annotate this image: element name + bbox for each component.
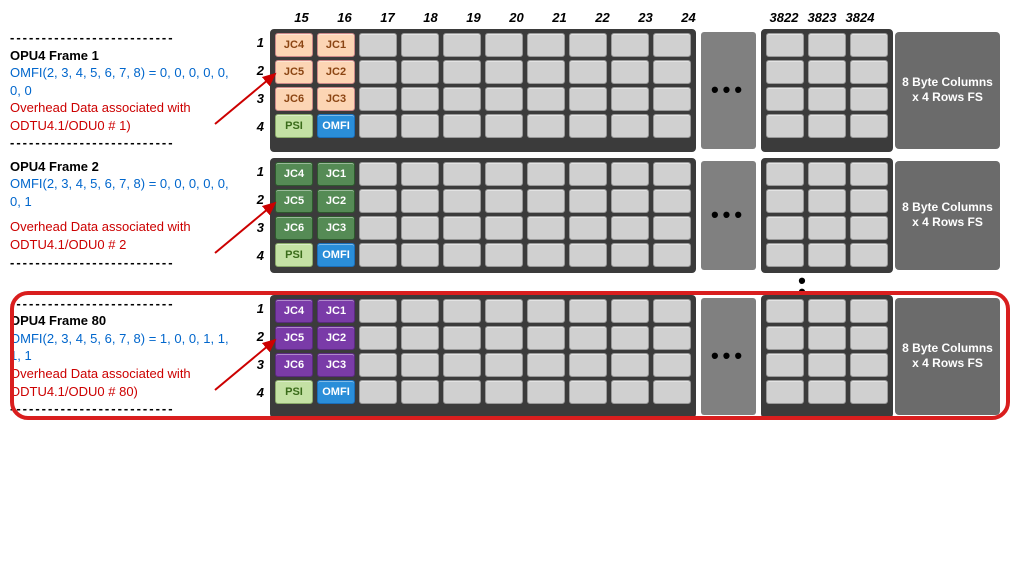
col-15: 15: [280, 10, 323, 25]
frame-2-labels: OPU4 Frame 2 OMFI(2, 3, 4, 5, 6, 7, 8) =…: [10, 158, 245, 273]
col-18: 18: [409, 10, 452, 25]
grid: JC4 JC1 JC5 JC2 JC6 JC3 PSI OMFI: [270, 295, 1002, 418]
frame-table: JC4 JC1 JC5 JC2 JC6 JC3 PSI OMFI: [270, 29, 696, 152]
jc-cell: JC5: [275, 326, 313, 350]
vertical-ellipsis: ••: [590, 275, 1014, 297]
frame-title: OPU4 Frame 2: [10, 158, 240, 176]
frame-2: OPU4 Frame 2 OMFI(2, 3, 4, 5, 6, 7, 8) =…: [10, 158, 1014, 273]
fs-block: 8 Byte Columns x 4 Rows FS: [895, 32, 1000, 149]
frame-table-right: [761, 29, 893, 152]
omfi-cell: OMFI: [317, 114, 355, 138]
jc-cell: JC4: [275, 162, 313, 186]
frame-1-labels: -------------------------- OPU4 Frame 1 …: [10, 29, 245, 152]
jc-cell: JC5: [275, 60, 313, 84]
jc-cell: JC3: [317, 87, 355, 111]
jc-cell: JC1: [317, 299, 355, 323]
frame-title: OPU4 Frame 80: [10, 312, 240, 330]
col-gap: [710, 10, 765, 25]
jc-cell: JC6: [275, 216, 313, 240]
jc-cell: JC6: [275, 353, 313, 377]
col-16: 16: [323, 10, 366, 25]
frame-table: JC4 JC1 JC5 JC2 JC6 JC3 PSI OMFI: [270, 295, 696, 418]
grid: JC4 JC1 JC5 JC2 JC6 JC3 PSI OMFI: [270, 158, 1002, 273]
psi-cell: PSI: [275, 114, 313, 138]
col-23: 23: [624, 10, 667, 25]
overhead-note: Overhead Data associated with ODTU4.1/OD…: [10, 218, 240, 253]
omfi-text: OMFI(2, 3, 4, 5, 6, 7, 8) = 0, 0, 0, 0, …: [10, 175, 240, 210]
col-3824: 3824: [841, 10, 879, 25]
col-3823: 3823: [803, 10, 841, 25]
jc-cell: JC2: [317, 326, 355, 350]
row-numbers: 1 2 3 4: [245, 295, 270, 418]
jc-cell: JC3: [317, 216, 355, 240]
col-24: 24: [667, 10, 710, 25]
col-21: 21: [538, 10, 581, 25]
col-22: 22: [581, 10, 624, 25]
psi-cell: PSI: [275, 380, 313, 404]
frame-table: JC4 JC1 JC5 JC2 JC6 JC3 PSI OMFI: [270, 158, 696, 273]
ellipsis: •••: [701, 161, 756, 270]
omfi-cell: OMFI: [317, 380, 355, 404]
jc-cell: JC3: [317, 353, 355, 377]
omfi-text: OMFI(2, 3, 4, 5, 6, 7, 8) = 0, 0, 0, 0, …: [10, 64, 240, 99]
psi-cell: PSI: [275, 243, 313, 267]
diagram-root: 15 16 17 18 19 20 21 22 23 24 3822 3823 …: [10, 10, 1014, 418]
jc-cell: JC1: [317, 33, 355, 57]
frame-80: -------------------------- OPU4 Frame 80…: [10, 295, 1014, 418]
frame-table-right: [761, 295, 893, 418]
ellipsis: •••: [701, 32, 756, 149]
jc-cell: JC5: [275, 189, 313, 213]
jc-cell: JC6: [275, 87, 313, 111]
frame-table-right: [761, 158, 893, 273]
dash: --------------------------: [10, 254, 240, 272]
row-numbers: 1 2 3 4: [245, 29, 270, 152]
frame-1: -------------------------- OPU4 Frame 1 …: [10, 29, 1014, 152]
col-17: 17: [366, 10, 409, 25]
overhead-note: Overhead Data associated with ODTU4.1/OD…: [10, 99, 240, 134]
frame-title: OPU4 Frame 1: [10, 47, 240, 65]
fs-block: 8 Byte Columns x 4 Rows FS: [895, 161, 1000, 270]
dash: --------------------------: [10, 400, 240, 418]
dash: --------------------------: [10, 29, 240, 47]
ellipsis: •••: [701, 298, 756, 415]
jc-cell: JC2: [317, 60, 355, 84]
col-19: 19: [452, 10, 495, 25]
grid: JC4 JC1 JC5 JC2 JC6 JC3 PSI OMFI: [270, 29, 1002, 152]
jc-cell: JC4: [275, 299, 313, 323]
dash: --------------------------: [10, 295, 240, 313]
frame-80-labels: -------------------------- OPU4 Frame 80…: [10, 295, 245, 418]
omfi-text: OMFI(2, 3, 4, 5, 6, 7, 8) = 1, 0, 0, 1, …: [10, 330, 240, 365]
col-3822: 3822: [765, 10, 803, 25]
dash: --------------------------: [10, 134, 240, 152]
overhead-note: Overhead Data associated with ODTU4.1/OD…: [10, 365, 240, 400]
jc-cell: JC1: [317, 162, 355, 186]
fs-block: 8 Byte Columns x 4 Rows FS: [895, 298, 1000, 415]
col-20: 20: [495, 10, 538, 25]
row-numbers: 1 2 3 4: [245, 158, 270, 273]
column-headers: 15 16 17 18 19 20 21 22 23 24 3822 3823 …: [280, 10, 1014, 25]
jc-cell: JC4: [275, 33, 313, 57]
jc-cell: JC2: [317, 189, 355, 213]
omfi-cell: OMFI: [317, 243, 355, 267]
